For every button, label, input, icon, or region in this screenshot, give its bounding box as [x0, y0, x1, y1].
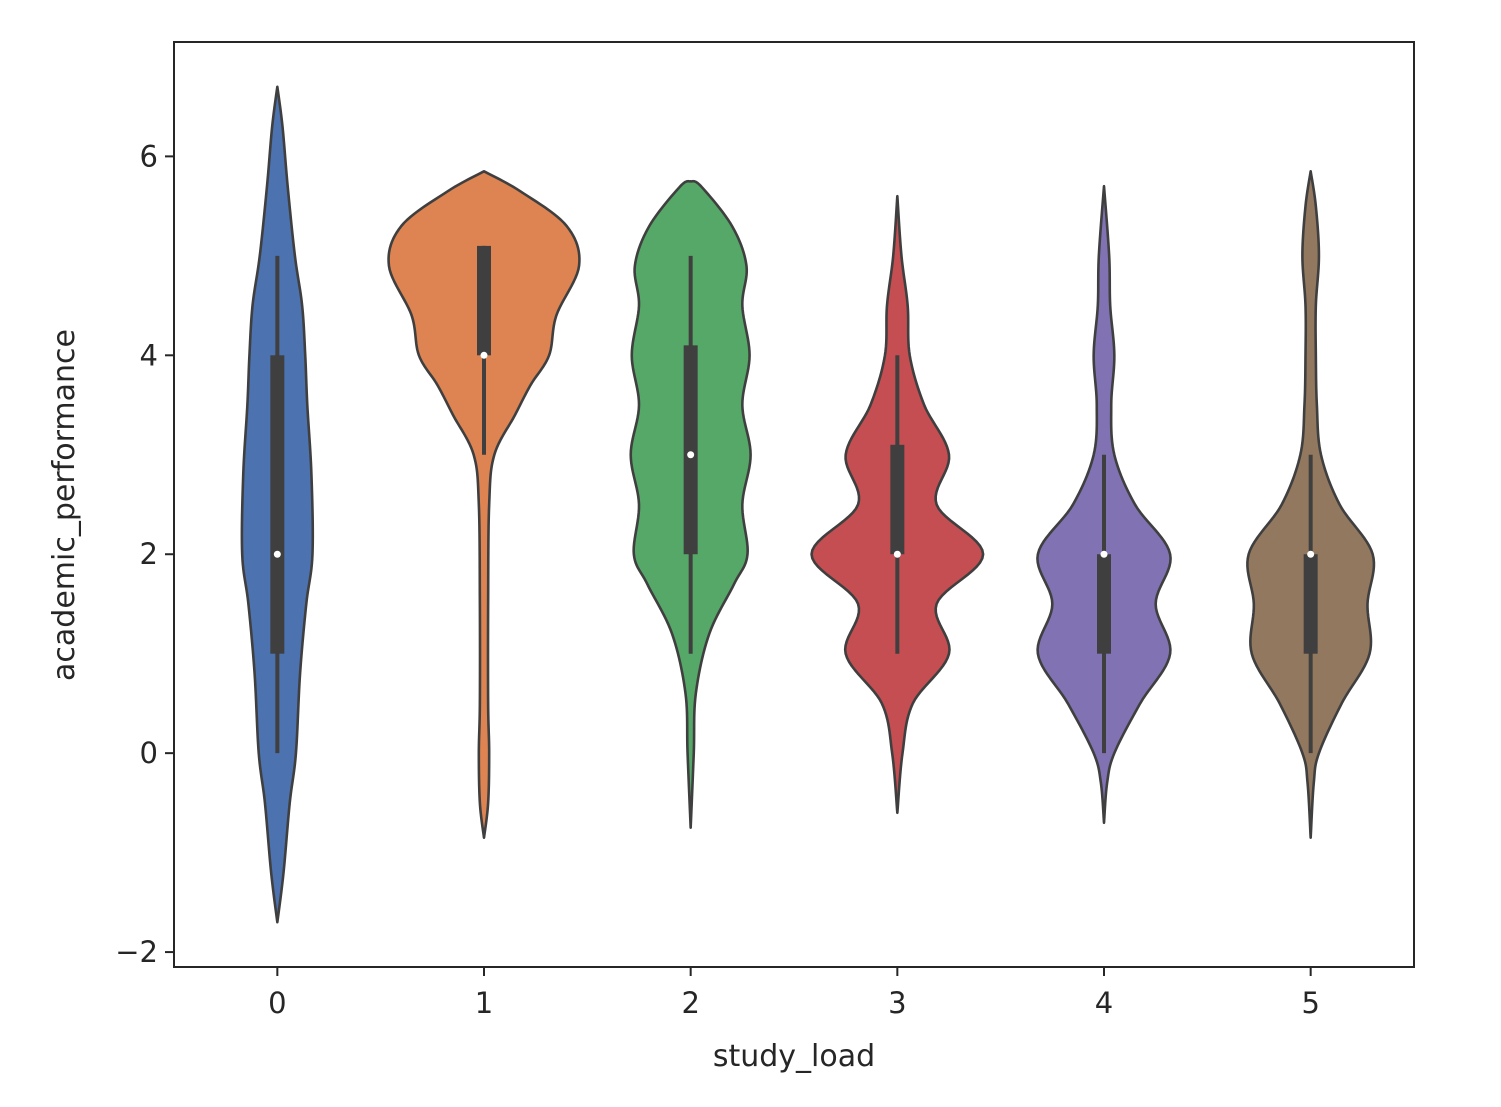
- violin-iqr-box-5: [1303, 554, 1318, 654]
- violin-iqr-box-2: [683, 345, 698, 555]
- x-tick-label-0: 0: [268, 986, 286, 1020]
- y-tick-label-2: 2: [140, 537, 158, 571]
- violin-group-4: [1036, 184, 1172, 825]
- violin-group-0: [240, 85, 315, 924]
- x-axis-label: study_load: [713, 1039, 875, 1074]
- violin-iqr-box-3: [890, 444, 905, 555]
- y-tick-label-0: 0: [140, 736, 158, 770]
- y-axis: −2 0 2 4 6: [115, 139, 174, 969]
- violin-iqr-box-4: [1097, 554, 1111, 654]
- x-tick-label-2: 2: [681, 986, 699, 1020]
- x-tick-label-4: 4: [1095, 986, 1113, 1020]
- violin-body-1: [387, 170, 581, 839]
- plot-area-frame: [173, 41, 1415, 968]
- violin-group-1: [387, 170, 581, 839]
- x-tick-label-5: 5: [1301, 986, 1319, 1020]
- violin-group-3: [810, 194, 985, 815]
- violin-group-2: [629, 179, 752, 830]
- y-axis-label: academic_performance: [47, 329, 82, 681]
- x-axis: 0 1 2 3 4 5: [268, 967, 1320, 1020]
- violins-layer: [240, 85, 1376, 924]
- y-tick-label-6: 6: [140, 139, 158, 173]
- x-tick-label-3: 3: [888, 986, 906, 1020]
- violin-median-dot-5: [1307, 550, 1315, 558]
- violin-group-5: [1246, 170, 1376, 839]
- violin-median-dot-0: [273, 550, 281, 558]
- violin-median-dot-1: [480, 351, 488, 359]
- violin-median-dot-2: [687, 451, 695, 459]
- violin-median-dot-4: [1100, 550, 1108, 558]
- violin-iqr-box-1: [477, 245, 491, 356]
- x-tick-label-1: 1: [475, 986, 493, 1020]
- y-tick-label-4: 4: [140, 338, 158, 372]
- y-tick-label--2: −2: [115, 935, 158, 969]
- violin-iqr-box-0: [270, 355, 285, 654]
- violin-median-dot-3: [893, 550, 901, 558]
